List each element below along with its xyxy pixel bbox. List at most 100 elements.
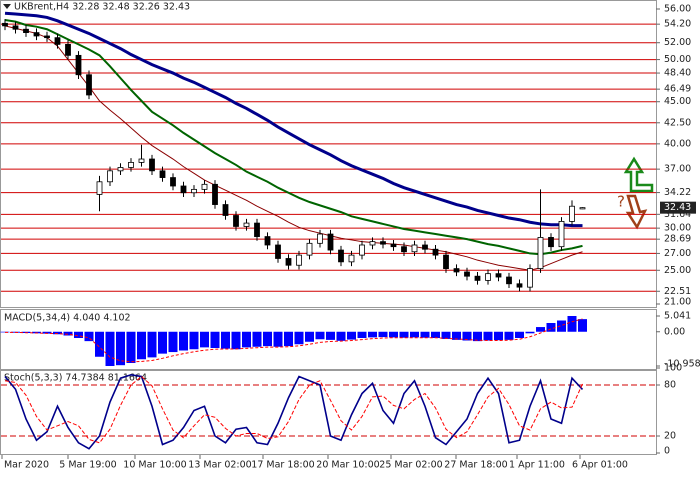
y-tick-label: 21.00 — [664, 297, 691, 308]
macd-bar — [284, 331, 293, 347]
macd-bar — [210, 331, 220, 349]
macd-bar — [410, 331, 419, 338]
up-arrow — [623, 156, 654, 193]
candle-body — [348, 254, 355, 263]
macd-bar — [420, 331, 430, 338]
macd-bar — [567, 316, 577, 332]
candle-body — [285, 258, 292, 266]
macd-bar — [368, 331, 377, 338]
y-tick-label: 37.00 — [664, 164, 691, 175]
last-price-box — [660, 201, 696, 214]
candle-body — [107, 170, 113, 183]
candle-body — [527, 268, 533, 288]
candle-body — [191, 188, 197, 194]
candle-body — [537, 237, 544, 270]
candle-body — [558, 220, 565, 248]
x-tick-label: 5 Mar 19:00 — [59, 460, 116, 471]
x-tick-label: 2 Mar 2020 — [0, 460, 49, 471]
x-tick-label: 25 Mar 02:00 — [379, 460, 442, 471]
candle-body — [23, 28, 29, 33]
x-tick-label: 20 Mar 10:00 — [316, 460, 379, 471]
candle-body — [138, 158, 145, 163]
macd-bar — [53, 331, 62, 335]
macd-bar — [441, 331, 451, 339]
candle-body — [548, 237, 554, 248]
candle-body — [86, 74, 92, 96]
macd-bar — [494, 331, 503, 341]
y-tick-label: 56.00 — [664, 4, 691, 15]
y-tick-label: 20 — [664, 431, 676, 442]
y-tick-label: 0 — [664, 446, 670, 457]
y-tick-label: 0.00 — [664, 326, 685, 337]
macd-bar — [231, 331, 241, 350]
y-tick-label: 5.041 — [664, 311, 691, 322]
main-panel — [0, 0, 657, 308]
y-tick-label: 46.49 — [664, 84, 691, 95]
candle-body — [149, 158, 155, 172]
y-tick-label: 48.40 — [664, 68, 691, 79]
symbol-icon — [3, 4, 11, 9]
candle-body — [2, 22, 8, 27]
y-tick-label: 42.50 — [664, 117, 691, 128]
x-tick-label: 10 Mar 10:00 — [123, 460, 186, 471]
macd-bar — [147, 331, 157, 358]
candle-body — [159, 170, 166, 178]
stoch-line — [4, 375, 583, 444]
macd-bar — [158, 331, 167, 354]
candle-body — [128, 161, 134, 168]
candle-body — [495, 273, 502, 278]
candle-body — [254, 222, 260, 237]
y-tick-label: 27.00 — [664, 248, 691, 259]
down-arrow — [625, 194, 648, 230]
candle-body — [317, 233, 323, 244]
candle-body — [306, 242, 313, 256]
y-tick-label: 22.51 — [664, 286, 691, 297]
candle-body — [275, 244, 281, 259]
candle-body — [296, 254, 302, 266]
candle-body — [12, 25, 19, 30]
moving-average — [4, 25, 583, 271]
y-tick-label: 34.22 — [664, 187, 691, 198]
candle-body — [75, 54, 82, 76]
macd-bar — [336, 331, 346, 341]
y-tick-label: 54.20 — [664, 19, 691, 30]
signal-line — [5, 318, 583, 363]
macd-bar — [179, 331, 188, 351]
candle-body — [117, 167, 124, 172]
macd-bar — [578, 319, 587, 332]
x-tick-label: 17 Mar 18:00 — [251, 460, 314, 471]
macd-bar — [221, 331, 230, 349]
last-price-label: 32.43 — [664, 202, 691, 213]
macd-bar — [84, 331, 94, 342]
macd-bar — [200, 331, 209, 348]
macd-bar — [536, 327, 545, 332]
x-tick-label: 6 Apr 01:00 — [572, 460, 628, 471]
macd-bar — [252, 331, 262, 347]
macd-bar — [462, 331, 472, 341]
macd-bar — [305, 331, 314, 342]
y-tick-label: 30.00 — [664, 223, 691, 234]
candle-body — [506, 276, 512, 285]
macd-bar — [189, 331, 199, 350]
candle-body — [390, 243, 397, 248]
macd-bar — [378, 331, 388, 338]
macd-bar — [326, 331, 335, 340]
y-tick-label: 100 — [664, 363, 682, 374]
candle-body — [243, 222, 250, 227]
y-tick-label: -10.958 — [664, 359, 700, 370]
candle-body — [474, 275, 481, 281]
macd-bar — [63, 331, 73, 336]
candle-body — [485, 273, 491, 281]
candle-body — [33, 32, 40, 37]
macd-bar — [74, 331, 83, 339]
macd-bar — [137, 331, 146, 360]
moving-average — [4, 11, 583, 228]
annotation: ? — [617, 193, 625, 211]
candle-body — [369, 241, 376, 246]
candle-body — [338, 249, 344, 263]
x-tick-label: 1 Apr 11:00 — [509, 460, 565, 471]
macd-bar — [273, 331, 283, 347]
macd-bar — [126, 331, 136, 364]
candle-body — [264, 236, 271, 246]
stoch-title: Stoch(5,3,3) 74.7384 81.1664 — [4, 373, 147, 384]
